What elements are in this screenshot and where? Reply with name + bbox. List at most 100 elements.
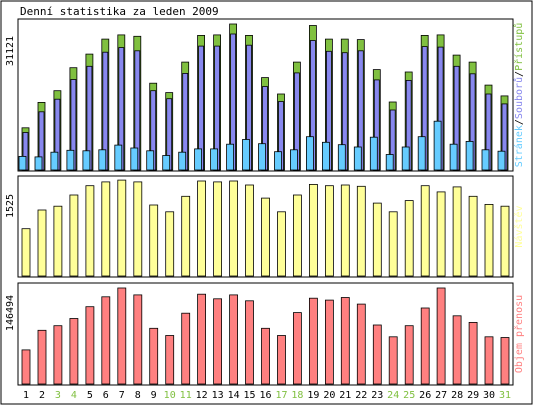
- bar: [385, 154, 394, 171]
- bar: [101, 181, 111, 277]
- bar: [388, 336, 398, 385]
- bar: [149, 204, 159, 277]
- x-tick-label: 11: [180, 390, 192, 401]
- bar: [213, 298, 223, 385]
- x-axis-day-labels: 1 2 3 4 5 6 7 8 9 10 11 12 13 14 15 16 17 18 19 20 21 22 23 24 2…: [23, 390, 511, 401]
- bar: [372, 324, 382, 385]
- bar: [324, 299, 334, 385]
- bar: [308, 183, 318, 277]
- bar: [484, 203, 494, 277]
- bar: [452, 186, 462, 277]
- bar: [452, 315, 462, 385]
- bar: [420, 185, 430, 277]
- bar: [37, 209, 47, 277]
- x-tick-label: 4: [71, 390, 77, 401]
- x-tick-label: 1: [23, 390, 29, 401]
- x-tick-label: 6: [103, 390, 109, 401]
- y-axis-max-label: 146494: [5, 295, 16, 331]
- bar: [324, 185, 334, 277]
- bar: [465, 140, 474, 171]
- x-tick-label: 22: [355, 390, 367, 401]
- x-tick-label: 12: [196, 390, 208, 401]
- bar: [481, 149, 490, 171]
- bar: [146, 150, 155, 171]
- x-tick-label: 19: [307, 390, 319, 401]
- bar: [289, 149, 298, 171]
- bar: [82, 150, 91, 171]
- bar: [245, 184, 254, 277]
- bar: [261, 327, 270, 385]
- legend-entry: Objem přenosu: [513, 295, 525, 373]
- bar: [101, 296, 111, 385]
- x-tick-label: 16: [259, 390, 271, 401]
- bar: [181, 195, 191, 277]
- bar: [404, 200, 414, 277]
- bar: [261, 197, 270, 277]
- bar: [114, 144, 123, 171]
- bar: [178, 151, 187, 171]
- bar: [165, 335, 175, 385]
- bar: [305, 136, 314, 171]
- x-tick-label: 31: [499, 390, 511, 401]
- bar: [213, 181, 223, 277]
- legend-separator: /: [514, 119, 525, 125]
- bar: [133, 294, 143, 385]
- x-tick-label: 26: [419, 390, 431, 401]
- panel-2: 1525 Návštěv: [5, 175, 525, 278]
- bar: [117, 287, 127, 385]
- series-Objem přenosu: [21, 287, 510, 385]
- series-Souborů: [22, 33, 508, 171]
- bar: [292, 312, 302, 385]
- y-axis-max-label: 1525: [5, 194, 16, 218]
- bar: [50, 151, 59, 171]
- x-tick-label: 17: [275, 390, 287, 401]
- bar: [277, 335, 286, 385]
- bar: [226, 143, 235, 171]
- x-tick-label: 18: [291, 390, 303, 401]
- legend-entry: Stránek: [513, 125, 525, 167]
- bar: [420, 307, 430, 385]
- legend-entry: Přístupů: [513, 23, 525, 71]
- bar: [98, 149, 107, 171]
- bar: [372, 202, 382, 277]
- x-tick-label: 24: [387, 390, 399, 401]
- chart-title: Denní statistika za leden 2009: [20, 5, 219, 18]
- bar: [308, 297, 318, 385]
- x-tick-label: 29: [467, 390, 479, 401]
- legend-separator: /: [514, 71, 525, 77]
- bar: [69, 194, 79, 277]
- bar: [66, 149, 75, 171]
- x-tick-label: 20: [323, 390, 335, 401]
- bar: [37, 329, 47, 385]
- bar: [417, 136, 426, 171]
- bar: [468, 195, 478, 277]
- x-tick-label: 21: [339, 390, 351, 401]
- legend: Stránek/Souborů/Přístupů: [513, 23, 525, 168]
- bar: [274, 151, 282, 171]
- series-Stránek: [18, 120, 506, 171]
- bar: [340, 184, 350, 277]
- bar: [356, 303, 366, 385]
- bar: [369, 136, 378, 171]
- legend-entry: Návštěv: [513, 205, 525, 247]
- bar: [69, 318, 79, 385]
- x-tick-label: 3: [55, 390, 61, 401]
- bar: [18, 155, 27, 171]
- bar: [277, 211, 286, 277]
- bar: [449, 143, 458, 171]
- bar: [85, 306, 95, 385]
- bar: [242, 139, 250, 171]
- bar: [500, 337, 510, 385]
- bar: [21, 349, 31, 385]
- bar: [130, 147, 139, 171]
- x-tick-label: 14: [228, 390, 240, 401]
- bar: [321, 141, 330, 171]
- bar: [353, 146, 362, 171]
- x-tick-label: 15: [243, 390, 255, 401]
- bar: [436, 191, 446, 277]
- bar: [210, 148, 219, 171]
- x-tick-label: 8: [135, 390, 141, 401]
- bar: [34, 156, 43, 171]
